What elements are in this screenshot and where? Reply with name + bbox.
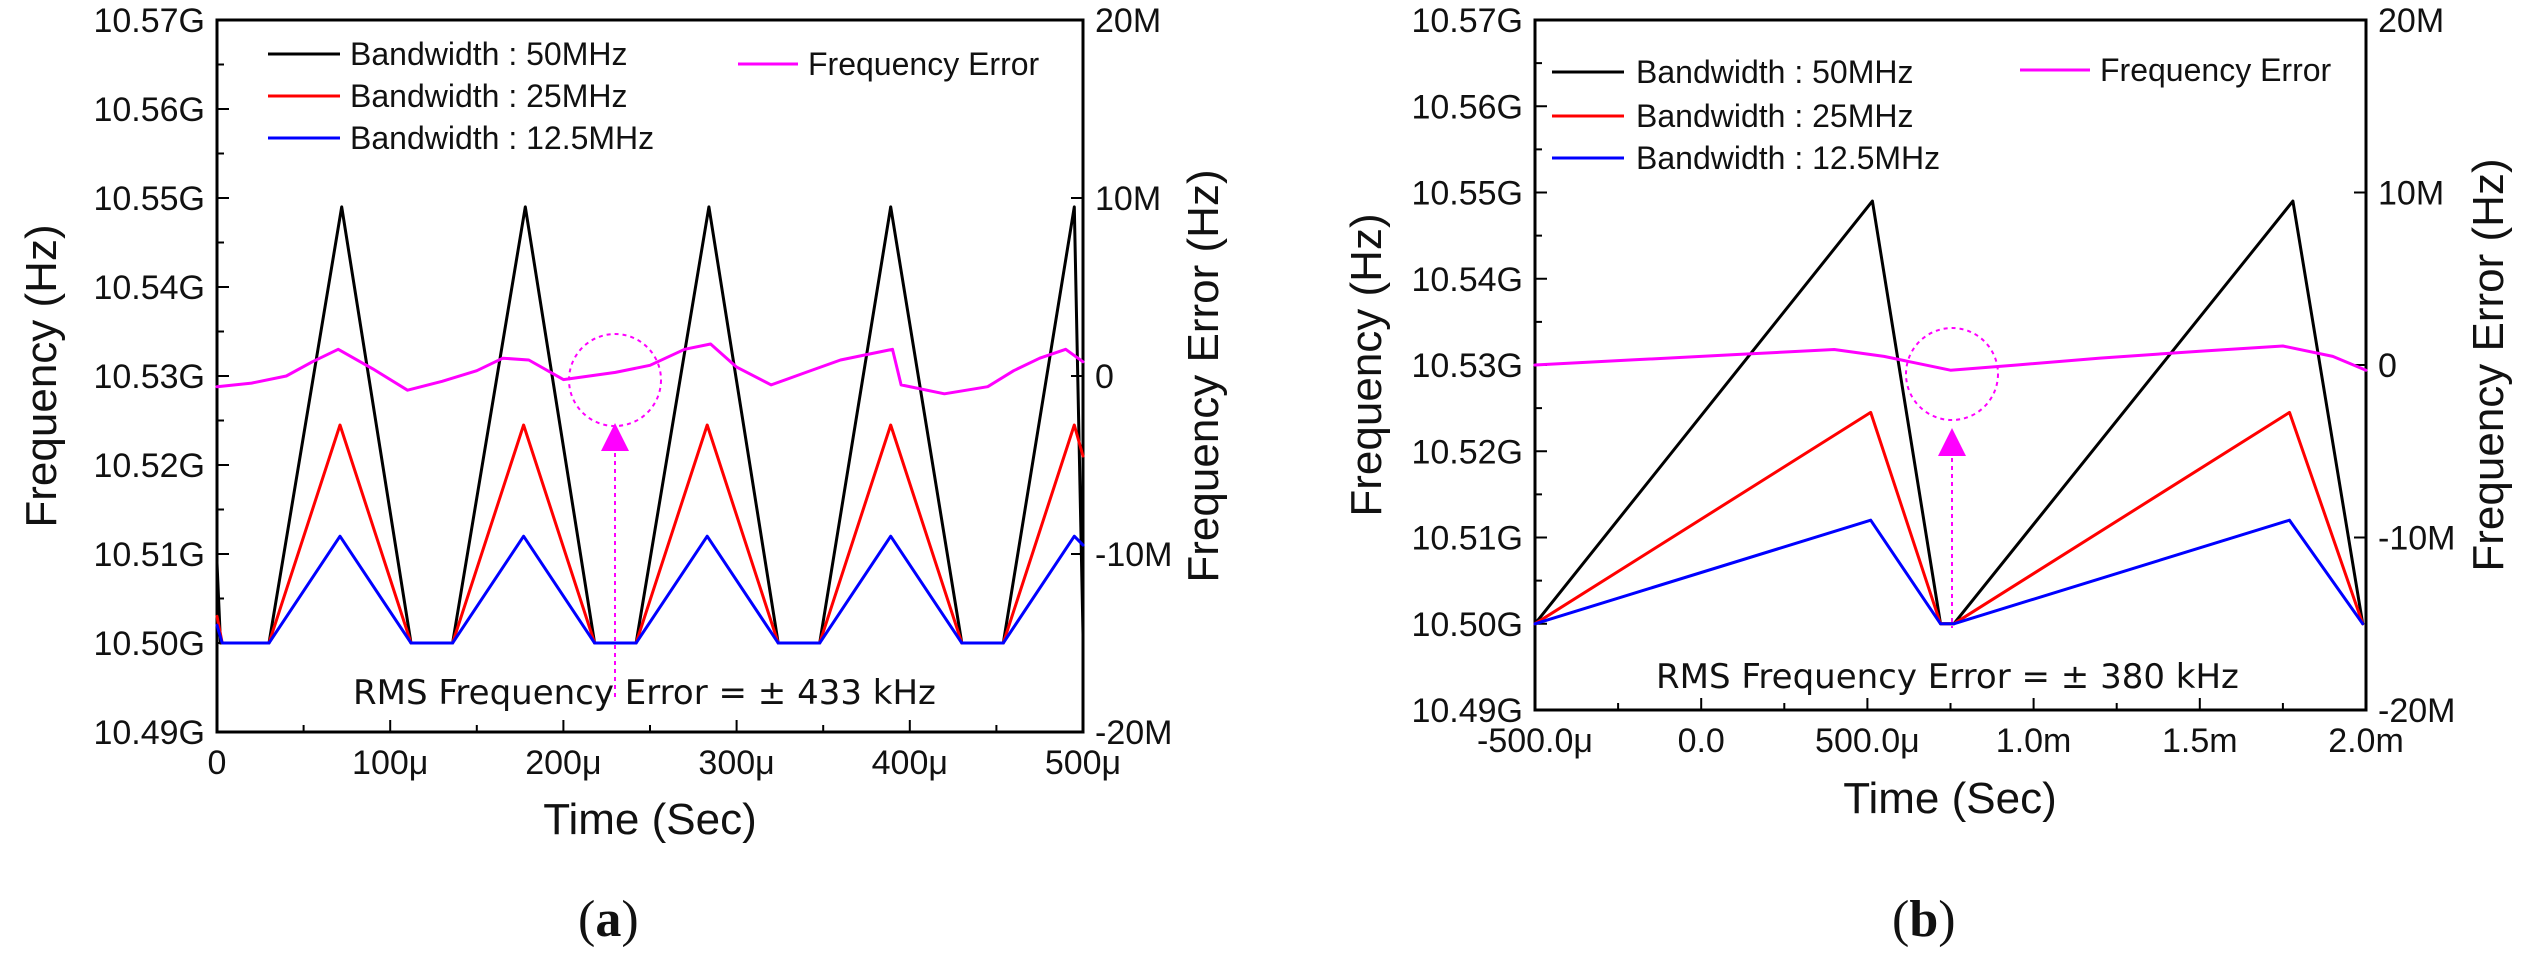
y-tick-label-right-b-0: 20M [2378,2,2444,40]
legend-label-freq-error-b: Frequency Error [2100,52,2332,88]
legend-a: Bandwidth : 50MHz Bandwidth : 25MHz Band… [268,36,1040,156]
y-tick-label-right-a-2: 0 [1095,358,1114,396]
x-tick-label-b-4: 1.5m [2162,722,2238,760]
y-tick-label-left-b-4: 10.53G [1411,347,1523,385]
x-tick-label-a-2: 200μ [525,744,601,782]
y-tick-label-right-b-1: 10M [2378,175,2444,213]
series-line-frequency-error-b [1533,344,2368,372]
x-tick-label-b-0: -500.0μ [1477,722,1593,760]
legend-b: Bandwidth : 50MHz Bandwidth : 25MHz Band… [1552,52,2332,176]
rms-annotation-a: RMS Frequency Error = ± 433 kHz [353,673,936,713]
y-tick-label-right-b-2: 0 [2378,347,2397,385]
panel-b: 10.57G 10.56G 10.55G 10.54G 10.53G 10.52G 10.5… [1342,2,2513,948]
rms-annotation-b: RMS Frequency Error = ± 380 kHz [1656,657,2239,697]
x-tick-label-b-5: 2.0m [2328,722,2404,760]
panel-letter-b: b [1909,891,1938,948]
tick-marks-a [216,19,1084,733]
y-tick-label-left-a-2: 10.55G [93,180,205,218]
y-axis-label-left-b: Frequency (Hz) [1342,213,1391,516]
series-group-b [1533,199,2368,626]
tick-marks-b [1534,19,2367,711]
series-group-a [215,205,1085,645]
x-tick-label-a-0: 0 [208,744,227,782]
y-tick-label-left-b-3: 10.54G [1411,261,1523,299]
y-tick-label-left-b-2: 10.55G [1411,175,1523,213]
y-tick-label-left-b-6: 10.51G [1411,520,1523,558]
panel-a: 10.57G 10.56G 10.55G 10.54G 10.53G 10.52G 10.5… [17,2,1228,948]
x-axis-label-b: Time (Sec) [1843,774,2057,823]
legend-label-12-5mhz-a: Bandwidth : 12.5MHz [350,120,654,156]
x-tick-label-a-1: 100μ [352,744,428,782]
y-tick-label-left-a-0: 10.57G [93,2,205,40]
x-tick-label-a-5: 500μ [1045,744,1121,782]
x-tick-label-a-4: 400μ [872,744,948,782]
legend-label-25mhz-b: Bandwidth : 25MHz [1636,98,1913,134]
series-line-bandwidth-50mhz-a [215,205,1085,645]
y-tick-label-left-b-5: 10.52G [1411,433,1523,471]
error-highlight-circle-a [568,333,662,427]
y-tick-label-left-a-6: 10.51G [93,536,205,574]
series-line-frequency-error-a [215,342,1085,396]
y-axis-label-right-a: Frequency Error (Hz) [1179,169,1228,582]
rms-arrow-head-a [601,423,629,451]
rms-arrow-head-b [1938,428,1966,456]
legend-label-freq-error-a: Frequency Error [808,46,1040,82]
legend-label-25mhz-a: Bandwidth : 25MHz [350,78,627,114]
y-tick-label-left-a-1: 10.56G [93,91,205,129]
y-tick-label-right-a-3: -10M [1095,536,1172,574]
x-tick-label-b-2: 500.0μ [1815,722,1920,760]
legend-label-50mhz-b: Bandwidth : 50MHz [1636,54,1913,90]
y-tick-label-right-a-1: 10M [1095,180,1161,218]
y-axis-label-right-b: Frequency Error (Hz) [2464,158,2513,571]
y-tick-label-left-b-1: 10.56G [1411,88,1523,126]
series-line-bandwidth-12-5mhz-a [215,534,1085,645]
y-tick-label-left-a-5: 10.52G [93,447,205,485]
series-line-bandwidth-25mhz-a [215,423,1085,645]
panel-letter-a: a [595,891,621,948]
y-tick-label-left-b-0: 10.57G [1411,2,1523,40]
error-highlight-circle-b [1905,327,1999,421]
y-tick-label-right-b-3: -10M [2378,520,2455,558]
y-tick-label-right-a-4: -20M [1095,714,1172,752]
x-tick-label-b-1: 0.0 [1678,722,1725,760]
legend-label-50mhz-a: Bandwidth : 50MHz [350,36,627,72]
panel-label-b: (b) [1892,891,1956,948]
y-tick-label-left-b-7: 10.50G [1411,606,1523,644]
panel-label-a: (a) [578,891,639,948]
x-tick-label-a-3: 300μ [698,744,774,782]
y-tick-label-left-a-7: 10.50G [93,625,205,663]
y-tick-label-right-a-0: 20M [1095,2,1161,40]
y-tick-label-left-a-8: 10.49G [93,714,205,752]
x-axis-label-a: Time (Sec) [543,795,757,844]
y-axis-label-left-a: Frequency (Hz) [17,224,66,527]
y-tick-label-left-b-8: 10.49G [1411,692,1523,730]
tick-labels-a: 10.57G 10.56G 10.55G 10.54G 10.53G 10.52G 10.5… [93,2,1172,782]
x-tick-label-b-3: 1.0m [1996,722,2072,760]
legend-label-12-5mhz-b: Bandwidth : 12.5MHz [1636,140,1940,176]
y-tick-label-right-b-4: -20M [2378,692,2455,730]
series-line-bandwidth-12-5mhz-b [1533,518,2365,626]
y-tick-label-left-a-3: 10.54G [93,269,205,307]
y-tick-label-left-a-4: 10.53G [93,358,205,396]
series-line-bandwidth-50mhz-b [1533,199,2365,626]
tick-labels-b: 10.57G 10.56G 10.55G 10.54G 10.53G 10.52G 10.5… [1411,2,2455,760]
